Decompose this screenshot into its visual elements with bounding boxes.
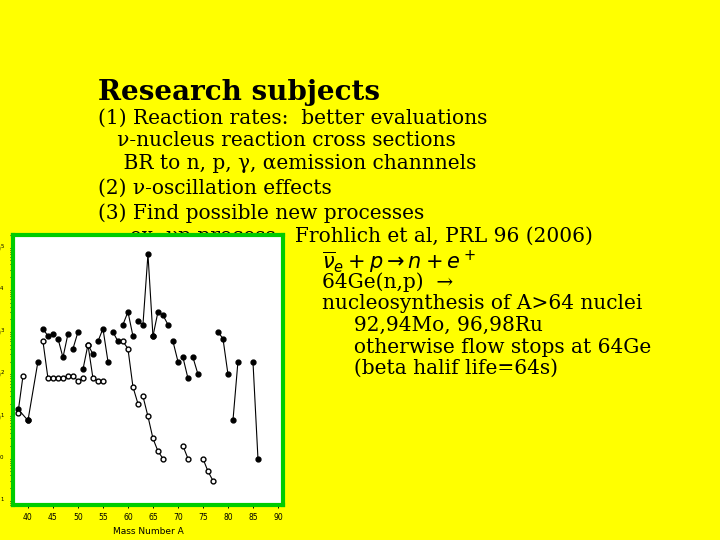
Text: ex. νp process   Frohlich et al, PRL 96 (2006): ex. νp process Frohlich et al, PRL 96 (2… xyxy=(99,227,593,246)
Text: 64Ge(n,p)  →: 64Ge(n,p) → xyxy=(322,273,453,292)
Text: BR to n, p, γ, αemission channnels: BR to n, p, γ, αemission channnels xyxy=(99,154,477,173)
Text: 92,94Mo, 96,98Ru: 92,94Mo, 96,98Ru xyxy=(322,316,542,335)
Text: ν-nucleus reaction cross sections: ν-nucleus reaction cross sections xyxy=(99,131,456,150)
Text: nucleosynthesis of A>64 nuclei: nucleosynthesis of A>64 nuclei xyxy=(322,294,642,313)
Text: (1) Reaction rates:  better evaluations: (1) Reaction rates: better evaluations xyxy=(99,109,487,127)
Text: Research subjects: Research subjects xyxy=(99,79,380,106)
Text: (2) ν-oscillation effects: (2) ν-oscillation effects xyxy=(99,179,332,198)
Text: (beta halif life=64s): (beta halif life=64s) xyxy=(322,359,557,378)
Text: otherwise flow stops at 64Ge: otherwise flow stops at 64Ge xyxy=(322,338,651,356)
Text: (3) Find possible new processes: (3) Find possible new processes xyxy=(99,203,425,222)
X-axis label: Mass Number A: Mass Number A xyxy=(112,527,184,536)
Text: $\overline{\nu}_e + p \rightarrow n + e^+$: $\overline{\nu}_e + p \rightarrow n + e^… xyxy=(322,248,476,276)
